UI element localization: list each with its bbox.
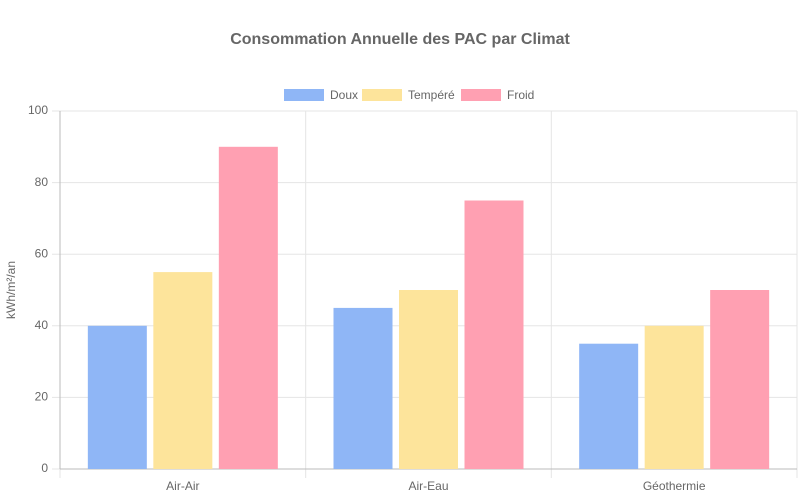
y-axis-label: kWh/m²/an [4, 261, 18, 319]
bar [333, 307, 393, 469]
bar [644, 325, 704, 469]
bar [464, 200, 524, 469]
x-tick-label: Air-Air [166, 479, 199, 493]
legend-swatch [284, 89, 324, 101]
bar [399, 290, 458, 469]
legend-label: Doux [330, 88, 358, 102]
y-tick-label: 20 [35, 390, 49, 404]
y-tick-label: 0 [41, 461, 48, 475]
bar [579, 343, 639, 469]
chart-title: Consommation Annuelle des PAC par Climat [230, 31, 570, 48]
x-tick-label: Géothermie [643, 479, 706, 493]
x-tick-label: Air-Eau [408, 479, 448, 493]
legend-label: Tempéré [408, 88, 455, 102]
legend-label: Froid [507, 88, 534, 102]
y-tick-label: 60 [35, 246, 49, 260]
bar [710, 290, 770, 469]
legend-swatch [461, 89, 501, 101]
bar [87, 325, 147, 469]
y-tick-label: 40 [35, 318, 49, 332]
legend-swatch [362, 89, 402, 101]
bar [218, 146, 278, 470]
bar [153, 272, 213, 469]
y-tick-label: 100 [28, 103, 48, 117]
y-tick-label: 80 [35, 175, 49, 189]
